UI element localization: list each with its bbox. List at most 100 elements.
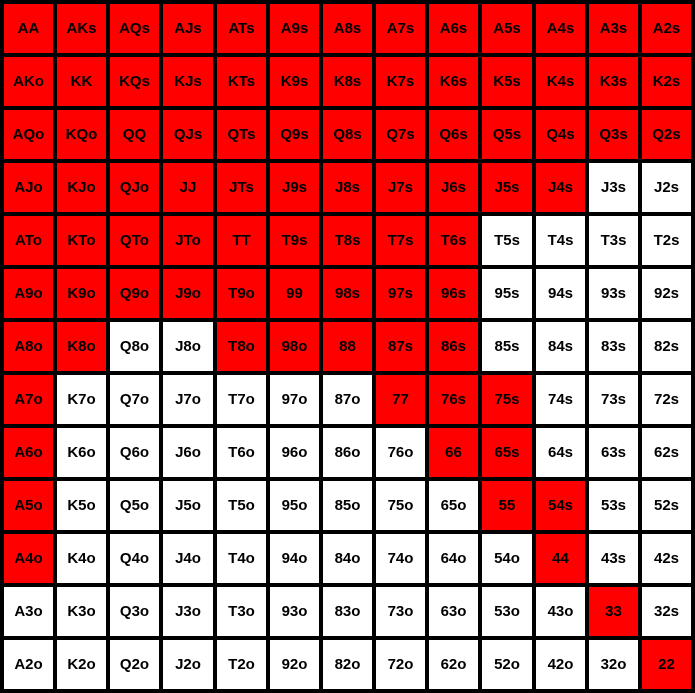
hand-cell-k7s[interactable]: K7s: [376, 57, 425, 106]
hand-cell-t9o[interactable]: T9o: [217, 269, 266, 318]
hand-cell-k8s[interactable]: K8s: [323, 57, 372, 106]
hand-cell-52s[interactable]: 52s: [642, 481, 691, 530]
hand-cell-j8o[interactable]: J8o: [163, 322, 213, 371]
hand-cell-q6s[interactable]: Q6s: [429, 110, 478, 159]
hand-cell-a8s[interactable]: A8s: [323, 4, 372, 53]
hand-cell-66[interactable]: 66: [429, 428, 478, 477]
hand-cell-84o[interactable]: 84o: [323, 534, 372, 583]
hand-cell-64s[interactable]: 64s: [536, 428, 585, 477]
hand-cell-43s[interactable]: 43s: [589, 534, 638, 583]
hand-cell-qjs[interactable]: QJs: [163, 110, 213, 159]
hand-cell-74o[interactable]: 74o: [376, 534, 425, 583]
hand-cell-k4o[interactable]: K4o: [57, 534, 106, 583]
hand-cell-ako[interactable]: AKo: [4, 57, 53, 106]
hand-cell-a7o[interactable]: A7o: [4, 375, 53, 424]
hand-cell-77[interactable]: 77: [376, 375, 425, 424]
hand-cell-96o[interactable]: 96o: [270, 428, 319, 477]
hand-cell-86s[interactable]: 86s: [429, 322, 478, 371]
hand-cell-32o[interactable]: 32o: [589, 640, 638, 689]
hand-cell-kto[interactable]: KTo: [57, 216, 106, 265]
hand-cell-76s[interactable]: 76s: [429, 375, 478, 424]
hand-cell-j7o[interactable]: J7o: [163, 375, 213, 424]
hand-cell-k3o[interactable]: K3o: [57, 587, 106, 636]
hand-cell-55[interactable]: 55: [482, 481, 532, 530]
hand-cell-aqs[interactable]: AQs: [110, 4, 159, 53]
hand-cell-k7o[interactable]: K7o: [57, 375, 106, 424]
hand-cell-83s[interactable]: 83s: [589, 322, 638, 371]
hand-cell-92s[interactable]: 92s: [642, 269, 691, 318]
hand-cell-88[interactable]: 88: [323, 322, 372, 371]
hand-cell-54s[interactable]: 54s: [536, 481, 585, 530]
hand-cell-kts[interactable]: KTs: [217, 57, 266, 106]
hand-cell-k5o[interactable]: K5o: [57, 481, 106, 530]
hand-cell-kqo[interactable]: KQo: [57, 110, 106, 159]
hand-cell-j3s[interactable]: J3s: [589, 163, 638, 212]
hand-cell-q8o[interactable]: Q8o: [110, 322, 159, 371]
hand-cell-qto[interactable]: QTo: [110, 216, 159, 265]
hand-cell-98o[interactable]: 98o: [270, 322, 319, 371]
hand-cell-64o[interactable]: 64o: [429, 534, 478, 583]
hand-cell-93o[interactable]: 93o: [270, 587, 319, 636]
hand-cell-83o[interactable]: 83o: [323, 587, 372, 636]
hand-cell-kjo[interactable]: KJo: [57, 163, 106, 212]
hand-cell-k6s[interactable]: K6s: [429, 57, 478, 106]
hand-cell-a3s[interactable]: A3s: [589, 4, 638, 53]
hand-cell-65o[interactable]: 65o: [429, 481, 478, 530]
hand-cell-82s[interactable]: 82s: [642, 322, 691, 371]
hand-cell-65s[interactable]: 65s: [482, 428, 532, 477]
hand-cell-97o[interactable]: 97o: [270, 375, 319, 424]
hand-cell-ajs[interactable]: AJs: [163, 4, 213, 53]
hand-cell-k2s[interactable]: K2s: [642, 57, 691, 106]
hand-cell-q4o[interactable]: Q4o: [110, 534, 159, 583]
hand-cell-q3o[interactable]: Q3o: [110, 587, 159, 636]
hand-cell-t8s[interactable]: T8s: [323, 216, 372, 265]
hand-cell-t2s[interactable]: T2s: [642, 216, 691, 265]
hand-cell-a9s[interactable]: A9s: [270, 4, 319, 53]
hand-cell-33[interactable]: 33: [589, 587, 638, 636]
hand-cell-qjo[interactable]: QJo: [110, 163, 159, 212]
hand-cell-32s[interactable]: 32s: [642, 587, 691, 636]
hand-cell-t9s[interactable]: T9s: [270, 216, 319, 265]
hand-cell-t6s[interactable]: T6s: [429, 216, 478, 265]
hand-cell-j3o[interactable]: J3o: [163, 587, 213, 636]
hand-cell-a2o[interactable]: A2o: [4, 640, 53, 689]
hand-cell-84s[interactable]: 84s: [536, 322, 585, 371]
hand-cell-a4s[interactable]: A4s: [536, 4, 585, 53]
hand-cell-54o[interactable]: 54o: [482, 534, 532, 583]
hand-cell-q4s[interactable]: Q4s: [536, 110, 585, 159]
hand-cell-k2o[interactable]: K2o: [57, 640, 106, 689]
hand-cell-jto[interactable]: JTo: [163, 216, 213, 265]
hand-cell-k5s[interactable]: K5s: [482, 57, 532, 106]
hand-cell-93s[interactable]: 93s: [589, 269, 638, 318]
hand-cell-k8o[interactable]: K8o: [57, 322, 106, 371]
hand-cell-t7s[interactable]: T7s: [376, 216, 425, 265]
hand-cell-a4o[interactable]: A4o: [4, 534, 53, 583]
hand-cell-k9s[interactable]: K9s: [270, 57, 319, 106]
hand-cell-73s[interactable]: 73s: [589, 375, 638, 424]
hand-cell-j5s[interactable]: J5s: [482, 163, 532, 212]
hand-cell-j5o[interactable]: J5o: [163, 481, 213, 530]
hand-cell-qq[interactable]: QQ: [110, 110, 159, 159]
hand-cell-q3s[interactable]: Q3s: [589, 110, 638, 159]
hand-cell-63s[interactable]: 63s: [589, 428, 638, 477]
hand-cell-jts[interactable]: JTs: [217, 163, 266, 212]
hand-cell-a6o[interactable]: A6o: [4, 428, 53, 477]
hand-cell-a8o[interactable]: A8o: [4, 322, 53, 371]
hand-cell-75s[interactable]: 75s: [482, 375, 532, 424]
hand-cell-j8s[interactable]: J8s: [323, 163, 372, 212]
hand-cell-j7s[interactable]: J7s: [376, 163, 425, 212]
hand-cell-t2o[interactable]: T2o: [217, 640, 266, 689]
hand-cell-a5o[interactable]: A5o: [4, 481, 53, 530]
hand-cell-j4s[interactable]: J4s: [536, 163, 585, 212]
hand-cell-j6o[interactable]: J6o: [163, 428, 213, 477]
hand-cell-t6o[interactable]: T6o: [217, 428, 266, 477]
hand-cell-95s[interactable]: 95s: [482, 269, 532, 318]
hand-cell-94s[interactable]: 94s: [536, 269, 585, 318]
hand-cell-tt[interactable]: TT: [217, 216, 266, 265]
hand-cell-62s[interactable]: 62s: [642, 428, 691, 477]
hand-cell-k3s[interactable]: K3s: [589, 57, 638, 106]
hand-cell-73o[interactable]: 73o: [376, 587, 425, 636]
hand-cell-a6s[interactable]: A6s: [429, 4, 478, 53]
hand-cell-42s[interactable]: 42s: [642, 534, 691, 583]
hand-cell-q5o[interactable]: Q5o: [110, 481, 159, 530]
